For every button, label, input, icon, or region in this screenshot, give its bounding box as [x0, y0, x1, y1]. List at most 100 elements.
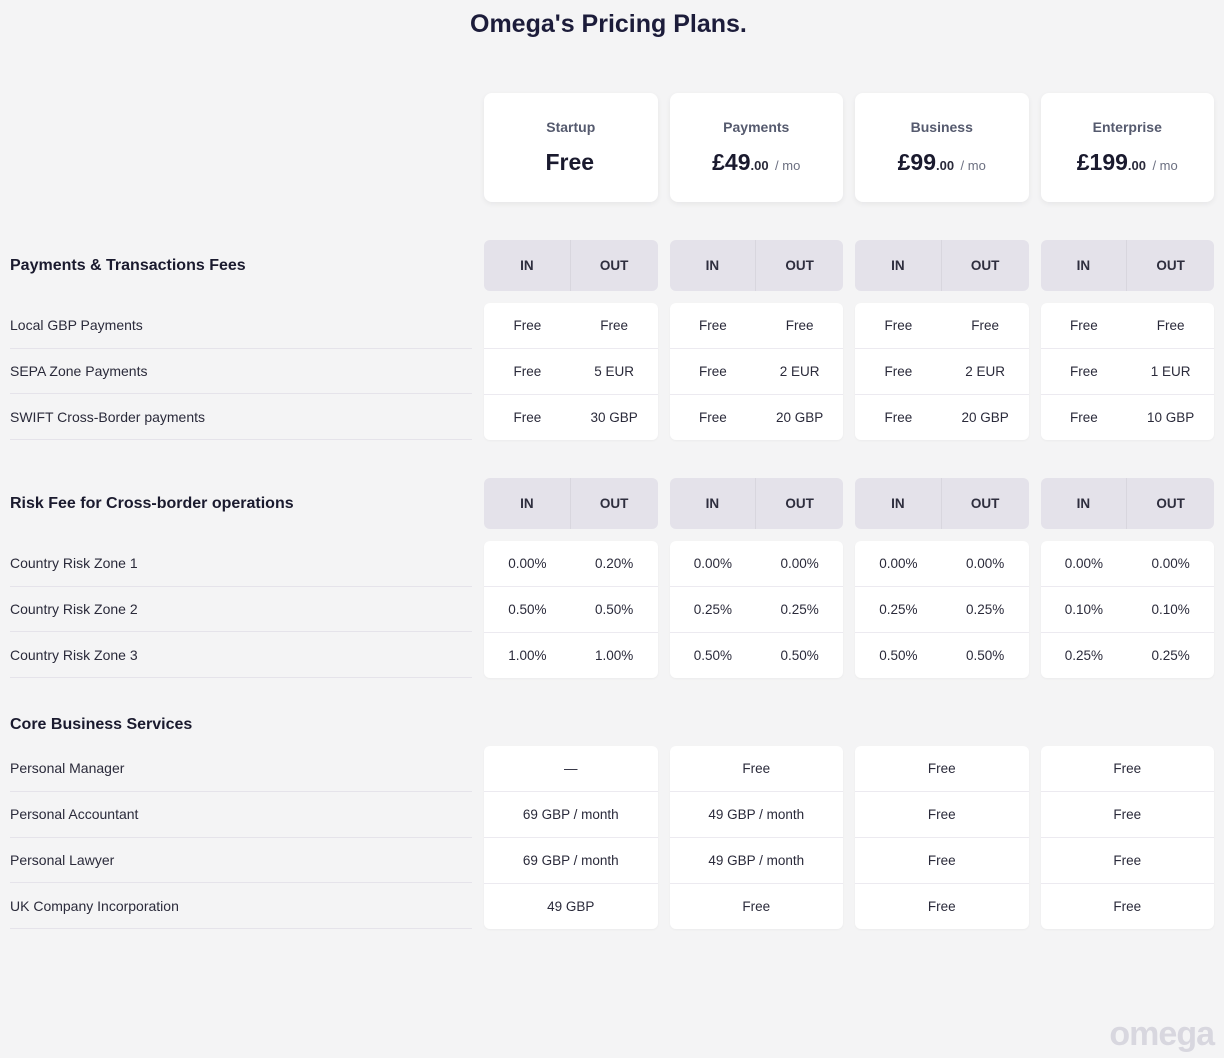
data-block: 0.00% 0.00% 0.25% 0.25% 0.50% 0.50%: [670, 541, 844, 678]
cell-out: 2 EUR: [942, 349, 1029, 394]
cell-in: Free: [484, 303, 571, 348]
data-block: Free 49 GBP / month 49 GBP / month Free: [670, 746, 844, 929]
col-header-in: IN: [484, 478, 571, 529]
data-row: 0.50% 0.50%: [855, 633, 1029, 678]
cell-in: 0.10%: [1041, 587, 1128, 632]
col-header-in: IN: [670, 478, 757, 529]
cell-in: 0.25%: [1041, 633, 1128, 678]
cell-value: 69 GBP / month: [484, 792, 658, 837]
cell-in: 0.50%: [855, 633, 942, 678]
cell-value: Free: [670, 746, 844, 791]
page-title: Omega's Pricing Plans.: [10, 10, 1214, 39]
data-row: 0.00% 0.00%: [1041, 541, 1215, 587]
cell-out: 1 EUR: [1127, 349, 1214, 394]
cell-out: 10 GBP: [1127, 395, 1214, 440]
cell-in: 0.00%: [1041, 541, 1128, 586]
data-row: Free 30 GBP: [484, 395, 658, 440]
cell-in: Free: [1041, 303, 1128, 348]
cell-out: 2 EUR: [756, 349, 843, 394]
data-row: Free 10 GBP: [1041, 395, 1215, 440]
plan-card: Payments £49.00 / mo: [670, 93, 844, 202]
plan-card: Business £99.00 / mo: [855, 93, 1029, 202]
data-row: —: [484, 746, 658, 792]
cell-in: 0.00%: [484, 541, 571, 586]
cell-in: Free: [484, 395, 571, 440]
section-title: Risk Fee for Cross-border operations: [10, 478, 472, 529]
data-row: Free Free: [670, 303, 844, 349]
in-out-header: IN OUT: [1041, 478, 1215, 529]
cell-value: Free: [855, 792, 1029, 837]
data-row: Free: [1041, 792, 1215, 838]
cell-in: Free: [855, 349, 942, 394]
data-row: Free 2 EUR: [855, 349, 1029, 395]
col-header-in: IN: [1041, 478, 1128, 529]
brand-watermark: omega: [1109, 1015, 1214, 1054]
cell-out: 5 EUR: [571, 349, 658, 394]
cell-value: Free: [1041, 838, 1215, 883]
cell-out: 0.50%: [942, 633, 1029, 678]
cell-out: 0.50%: [756, 633, 843, 678]
cell-in: 0.00%: [855, 541, 942, 586]
data-row: Free 2 EUR: [670, 349, 844, 395]
data-row: Free Free: [1041, 303, 1215, 349]
in-out-header: IN OUT: [484, 478, 658, 529]
in-out-header: IN OUT: [670, 478, 844, 529]
cell-out: Free: [1127, 303, 1214, 348]
data-block: Free Free Free 2 EUR Free 20 GBP: [670, 303, 844, 440]
cell-out: 0.25%: [942, 587, 1029, 632]
data-row: Free: [1041, 838, 1215, 884]
plan-name: Business: [865, 119, 1019, 135]
data-block: 0.00% 0.20% 0.50% 0.50% 1.00% 1.00%: [484, 541, 658, 678]
data-block: Free Free Free 2 EUR Free 20 GBP: [855, 303, 1029, 440]
cell-value: Free: [855, 884, 1029, 929]
cell-value: Free: [1041, 746, 1215, 791]
col-header-out: OUT: [942, 240, 1029, 291]
col-header-in: IN: [855, 478, 942, 529]
cell-in: 1.00%: [484, 633, 571, 678]
col-header-out: OUT: [571, 240, 658, 291]
data-row: Free: [855, 746, 1029, 792]
row-label: Personal Accountant: [10, 792, 472, 838]
in-out-header: IN OUT: [855, 240, 1029, 291]
cell-out: 0.10%: [1127, 587, 1214, 632]
cell-value: 49 GBP: [484, 884, 658, 929]
cell-out: Free: [942, 303, 1029, 348]
plan-price: Free: [494, 151, 648, 174]
row-label: Local GBP Payments: [10, 303, 472, 349]
row-label: SEPA Zone Payments: [10, 349, 472, 395]
cell-out: 0.00%: [1127, 541, 1214, 586]
cell-out: 20 GBP: [942, 395, 1029, 440]
cell-in: 0.50%: [484, 587, 571, 632]
plan-name: Startup: [494, 119, 648, 135]
cell-out: 0.00%: [756, 541, 843, 586]
col-header-out: OUT: [756, 240, 843, 291]
data-row: 0.00% 0.00%: [670, 541, 844, 587]
plan-price: £199.00 / mo: [1051, 151, 1205, 174]
col-header-in: IN: [670, 240, 757, 291]
col-header-out: OUT: [1127, 240, 1214, 291]
data-row: 0.25% 0.25%: [855, 587, 1029, 633]
data-block: Free Free Free Free: [1041, 746, 1215, 929]
data-row: Free: [670, 746, 844, 792]
data-row: 69 GBP / month: [484, 792, 658, 838]
plan-price: £49.00 / mo: [680, 151, 834, 174]
data-row: Free: [855, 838, 1029, 884]
plan-name: Payments: [680, 119, 834, 135]
cell-out: 1.00%: [571, 633, 658, 678]
cell-value: Free: [1041, 792, 1215, 837]
col-header-out: OUT: [942, 478, 1029, 529]
data-row: 0.50% 0.50%: [670, 633, 844, 678]
cell-value: Free: [670, 884, 844, 929]
data-row: 69 GBP / month: [484, 838, 658, 884]
row-label: UK Company Incorporation: [10, 883, 472, 929]
data-row: Free: [670, 884, 844, 929]
cell-out: 30 GBP: [571, 395, 658, 440]
cell-out: 0.25%: [756, 587, 843, 632]
row-label: SWIFT Cross-Border payments: [10, 394, 472, 440]
data-row: 0.50% 0.50%: [484, 587, 658, 633]
data-row: 49 GBP / month: [670, 838, 844, 884]
data-row: Free 1 EUR: [1041, 349, 1215, 395]
data-row: Free Free: [484, 303, 658, 349]
in-out-header: IN OUT: [1041, 240, 1215, 291]
data-row: Free: [1041, 746, 1215, 792]
